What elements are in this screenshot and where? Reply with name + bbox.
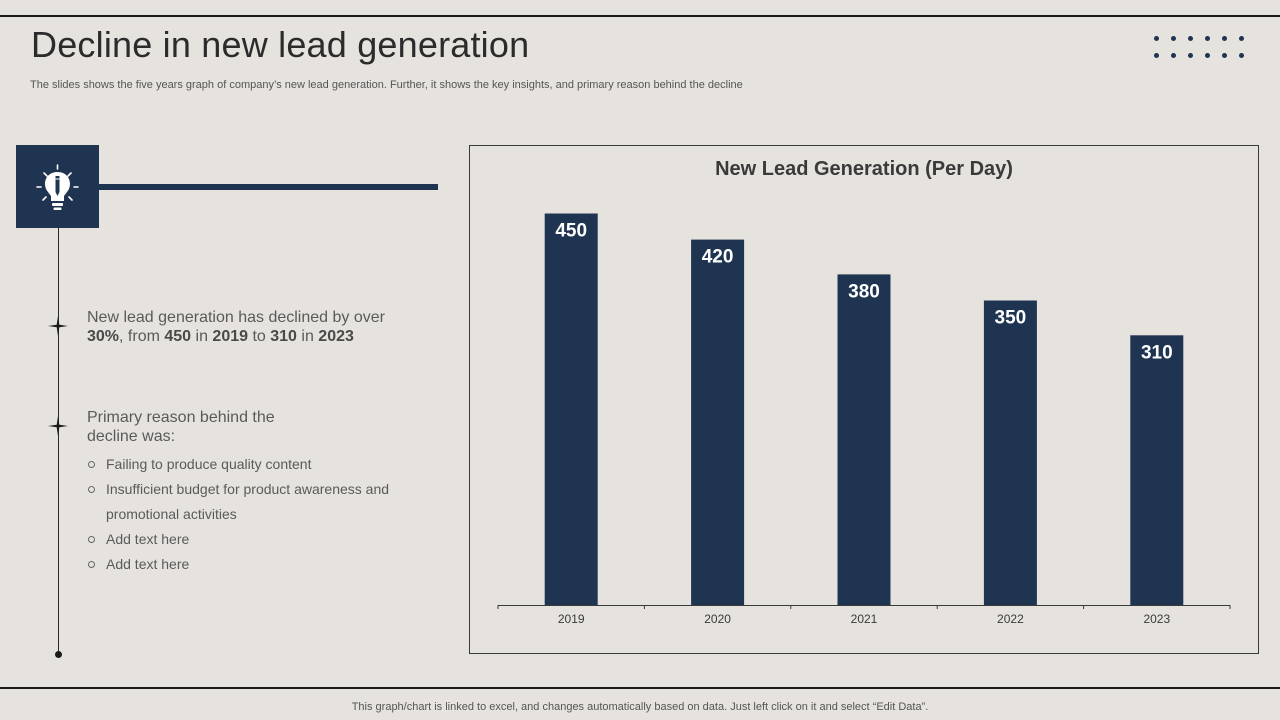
bar-chart[interactable]: 450 2019 420 2020 380 2021 350 2022 310 2023 (469, 145, 1259, 654)
decorative-dots (1152, 34, 1252, 64)
bar-2020[interactable] (691, 239, 745, 605)
reason-list: Failing to produce quality content Insuf… (87, 452, 407, 577)
bottom-rule (0, 687, 1280, 689)
icon-box (16, 145, 99, 228)
bar-2022[interactable] (983, 300, 1037, 606)
bar-2023[interactable] (1130, 335, 1184, 605)
page-subtitle: The slides shows the five years graph of… (30, 79, 743, 91)
four-point-star-icon (48, 416, 68, 436)
bar-value-label: 310 (1141, 342, 1173, 363)
list-item: Failing to produce quality content (87, 452, 407, 477)
bar-value-label: 420 (702, 247, 734, 268)
x-tick-label: 2020 (704, 612, 731, 626)
timeline-end-dot (55, 651, 62, 658)
four-point-star-icon (48, 316, 68, 336)
circle-bullet-icon (88, 461, 95, 468)
header-bar (99, 184, 438, 190)
x-tick-label: 2019 (558, 612, 585, 626)
footer-note: This graph/chart is linked to excel, and… (351, 701, 929, 713)
decline-insight: New lead generation has declined by over… (87, 309, 385, 345)
reason-heading: Primary reason behind the decline was: (87, 409, 275, 445)
lightbulb-pencil-icon (36, 164, 79, 210)
chart-title: New Lead Generation (Per Day) (715, 158, 1013, 180)
x-tick-label: 2021 (851, 612, 878, 626)
chart-frame[interactable] (469, 145, 1259, 654)
bar-value-label: 450 (555, 221, 587, 242)
timeline-line (58, 228, 59, 654)
list-item: Insufficient budget for product awarenes… (87, 477, 407, 527)
circle-bullet-icon (88, 536, 95, 543)
circle-bullet-icon (88, 486, 95, 493)
bar-value-label: 350 (995, 308, 1027, 329)
x-tick-label: 2022 (997, 612, 1024, 626)
bar-2021[interactable] (837, 274, 891, 605)
bar-2019[interactable] (544, 213, 598, 606)
list-item: Add text here (87, 527, 407, 552)
top-rule (0, 15, 1280, 17)
x-tick-label: 2023 (1143, 612, 1170, 626)
bar-value-label: 380 (848, 281, 880, 302)
list-item: Add text here (87, 552, 407, 577)
circle-bullet-icon (88, 561, 95, 568)
page-title: Decline in new lead generation (31, 24, 530, 65)
